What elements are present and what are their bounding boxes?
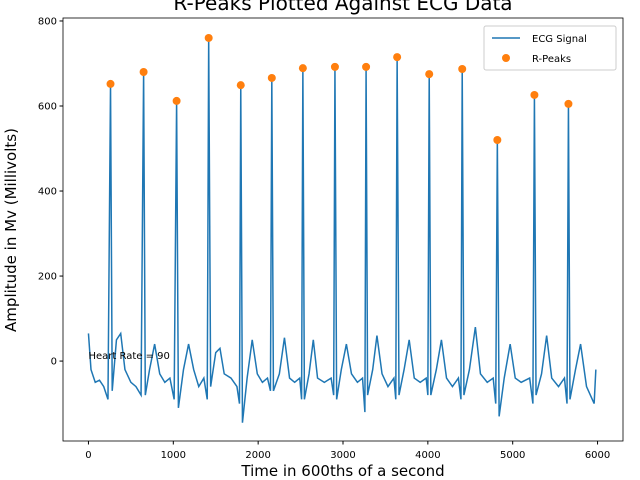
r-peak [564,99,573,108]
r-peak [298,64,307,73]
annotation: Heart Rate = 90 [88,351,169,362]
axes-frame [62,17,624,442]
y-tick-label: 600 [38,102,57,113]
x-tick-label: 2000 [245,450,270,461]
x-tick-label: 0 [85,450,91,461]
r-peak [425,70,434,79]
r-peak [530,90,539,99]
y-tick-label: 400 [38,187,57,198]
x-axis-label: Time in 600ths of a second [240,462,444,480]
legend-marker [502,54,510,62]
r-peak [393,53,402,62]
legend-label: R-Peaks [532,54,571,65]
r-peak [106,79,115,88]
r-peak [172,96,181,105]
r-peak [458,65,467,74]
x-tick-label: 3000 [330,450,355,461]
x-tick-label: 4000 [415,450,440,461]
y-tick-label: 200 [38,272,57,283]
x-tick-label: 5000 [500,450,525,461]
r-peak [139,67,148,76]
x-tick-label: 6000 [585,450,610,461]
y-axis-label: Amplitude in Mv (Millivolts) [2,128,20,332]
r-peak [236,81,245,90]
legend-label: ECG Signal [532,34,587,45]
y-tick-label: 800 [38,16,57,27]
legend-box [483,25,617,71]
x-tick-label: 1000 [161,450,186,461]
y-tick-label: 0 [51,357,57,368]
r-peak [493,136,502,145]
r-peak [362,62,371,71]
r-peak [267,73,276,82]
r-peak [204,33,213,42]
chart-title: R-Peaks Plotted Against ECG Data [173,0,512,15]
r-peak [330,62,339,71]
